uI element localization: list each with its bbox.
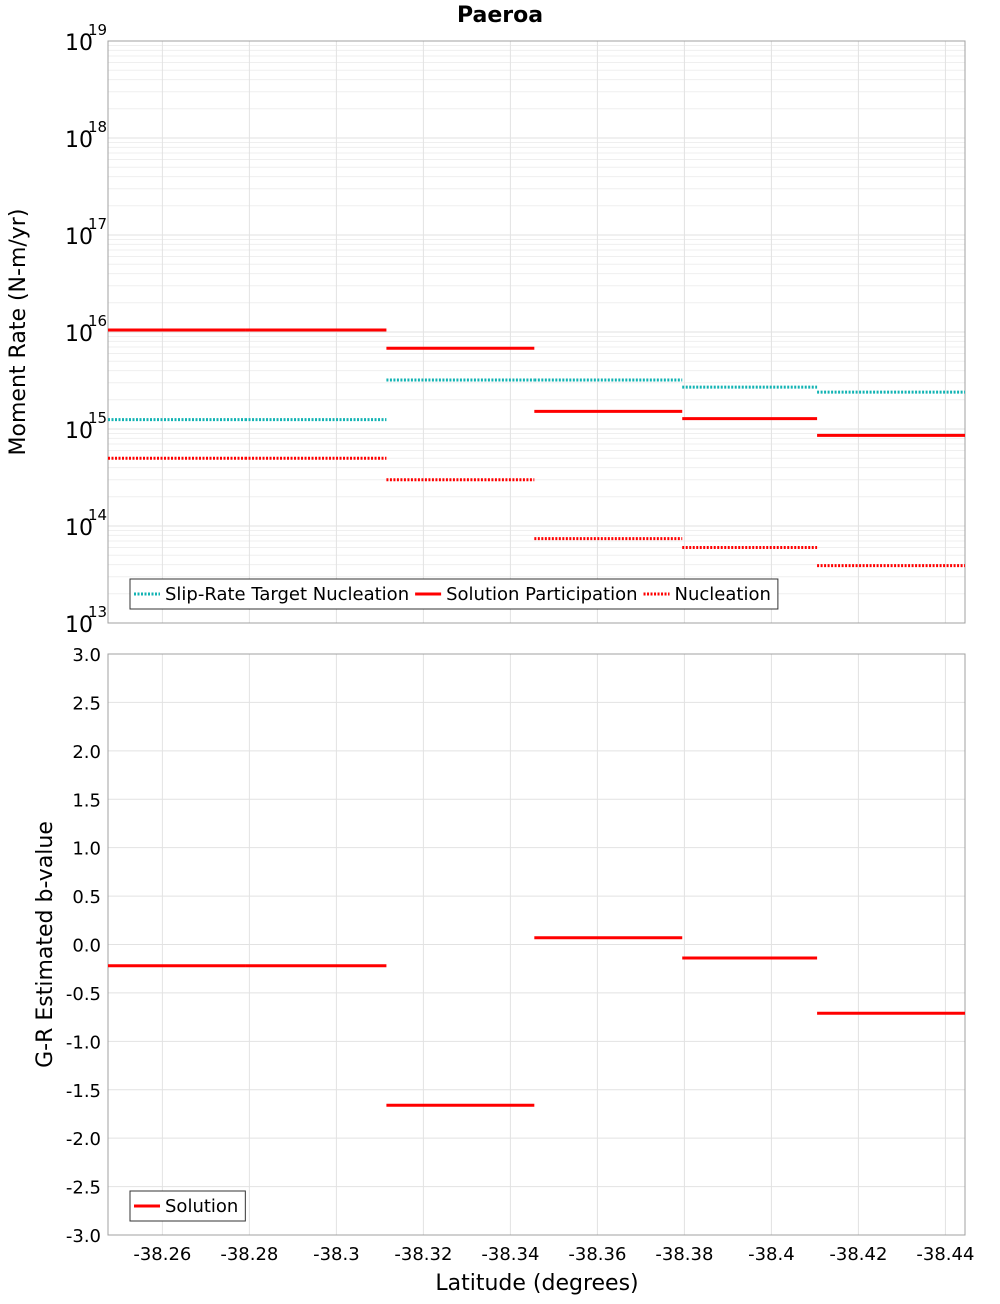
y-tick-label: 10: [65, 419, 93, 444]
y-tick-exponent: 19: [88, 21, 107, 39]
chart-title: Paeroa: [457, 3, 543, 28]
y-tick-exponent: 14: [88, 506, 107, 524]
legend-label: Slip-Rate Target Nucleation: [165, 584, 409, 605]
x-tick-label: -38.42: [829, 1244, 887, 1265]
y-axis-label: Moment Rate (N-m/yr): [6, 209, 31, 456]
y-tick-label: 10: [65, 31, 93, 56]
y-tick-label: -1.0: [66, 1032, 101, 1053]
y-tick-exponent: 18: [88, 118, 107, 136]
y-tick-label: -2.0: [66, 1129, 101, 1150]
y-tick-label: 0.5: [72, 887, 101, 908]
y-tick-label: 1.0: [72, 839, 101, 860]
x-tick-label: -38.44: [916, 1244, 974, 1265]
y-tick-exponent: 15: [88, 409, 107, 427]
x-tick-label: -38.36: [568, 1244, 626, 1265]
y-tick-label: 10: [65, 322, 93, 347]
y-tick-label: 2.0: [72, 742, 101, 763]
legend: Solution: [129, 1190, 246, 1222]
y-tick-exponent: 17: [88, 215, 107, 233]
x-tick-label: -38.26: [133, 1244, 191, 1265]
x-tick-label: -38.38: [655, 1244, 713, 1265]
y-tick-label: 10: [65, 225, 93, 250]
y-tick-label: 2.5: [72, 693, 101, 714]
y-tick-labels: 3.0 2.5 2.0 1.5 1.0 0.5 0.0 -0.5 -1.0 -1.5 -2.0 -2.…: [66, 645, 101, 1247]
series-slip-rate-target-nucleation: [108, 378, 965, 422]
x-axis-label: Latitude (degrees): [435, 1271, 638, 1296]
y-tick-label: 10: [65, 613, 93, 638]
legend: Slip-Rate Target Nucleation Solution Part…: [129, 578, 779, 610]
legend-box: [129, 578, 779, 610]
x-tick-label: -38.28: [220, 1244, 278, 1265]
y-tick-label: -1.5: [66, 1081, 101, 1102]
x-tick-label: -38.4: [748, 1244, 795, 1265]
y-tick-exponent: 13: [88, 603, 107, 621]
y-tick-label: 10: [65, 128, 93, 153]
y-tick-label: 0.0: [72, 936, 101, 957]
plot-frame: [107, 40, 966, 624]
x-tick-labels: -38.26 -38.28 -38.3 -38.32 -38.34 -38.36 -38.3…: [133, 1244, 974, 1265]
y-tick-label: -2.5: [66, 1178, 101, 1199]
x-tick-label: -38.34: [481, 1244, 539, 1265]
y-tick-label: -0.5: [66, 984, 101, 1005]
grid-lines: [108, 653, 965, 1236]
grid-lines: [108, 40, 965, 624]
x-tick-label: -38.3: [313, 1244, 360, 1265]
legend-label: Solution: [165, 1196, 238, 1217]
plot-frame: [107, 653, 966, 1236]
series-solution-participation: [108, 328, 965, 437]
b-value-panel: 3.0 2.5 2.0 1.5 1.0 0.5 0.0 -0.5 -1.0 -1.5 -2.0 -2.…: [33, 645, 966, 1247]
y-tick-exponent: 16: [88, 312, 107, 330]
legend-label: Solution Participation: [446, 584, 637, 605]
y-tick-label: 1.5: [72, 790, 101, 811]
legend-label: Nucleation: [675, 584, 771, 605]
x-tick-label: -38.32: [394, 1244, 452, 1265]
series-nucleation: [108, 456, 965, 568]
y-tick-label: 10: [65, 516, 93, 541]
y-tick-label: -3.0: [66, 1226, 101, 1247]
y-axis-label: G-R Estimated b-value: [33, 821, 58, 1068]
series-solution: [108, 936, 965, 1107]
y-tick-label: 3.0: [72, 645, 101, 666]
